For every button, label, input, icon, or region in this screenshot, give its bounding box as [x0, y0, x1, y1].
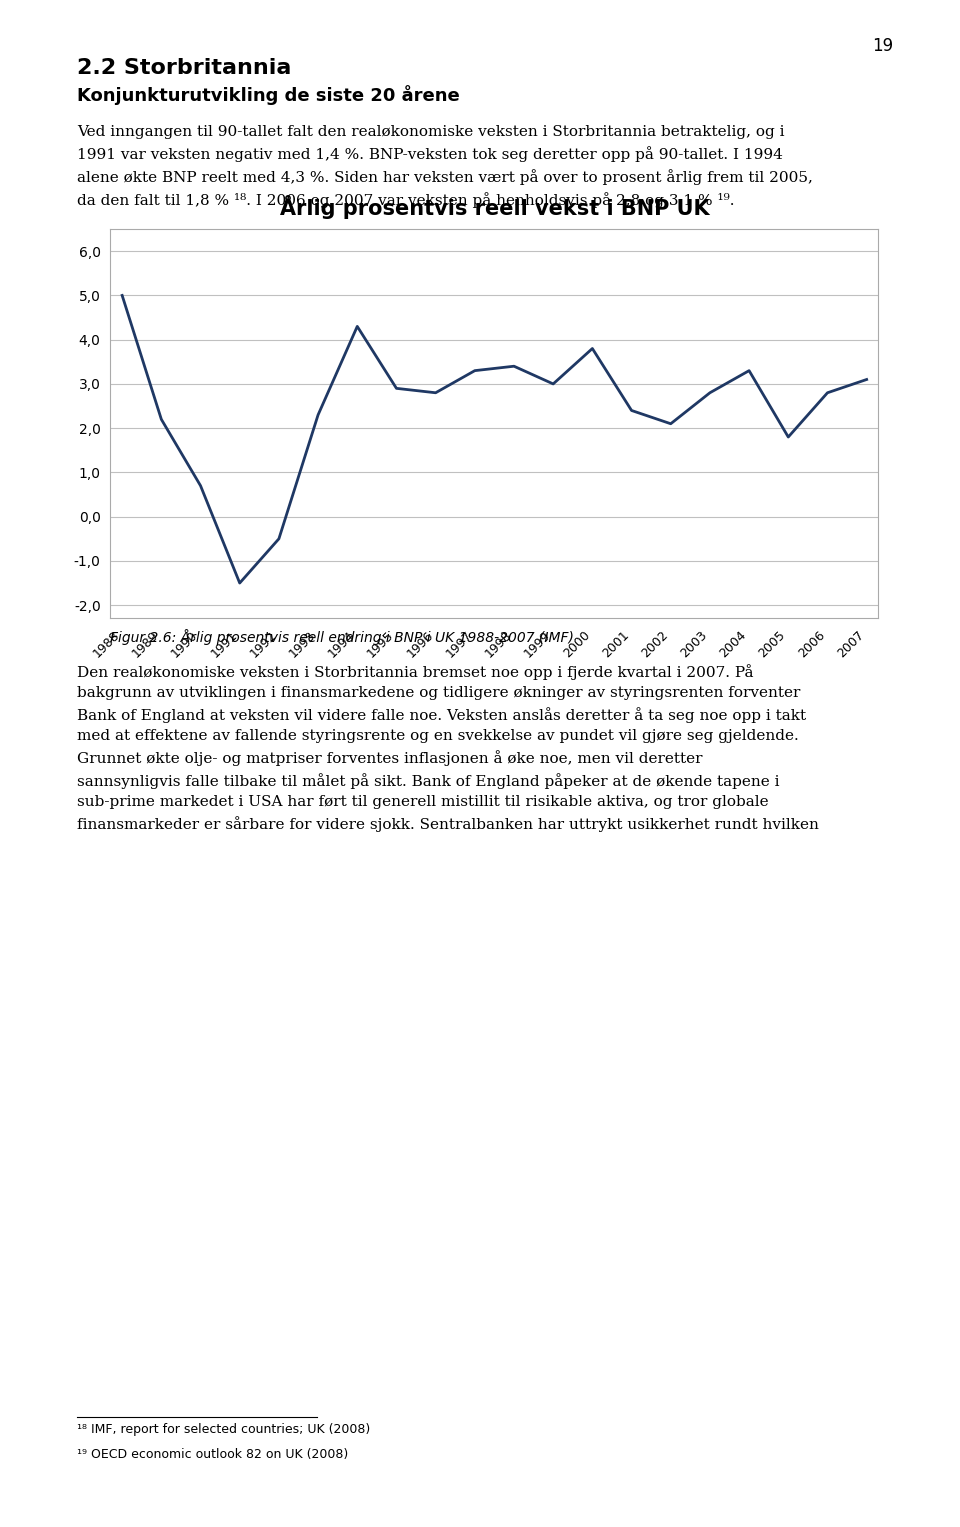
Text: ¹⁸ IMF, report for selected countries; UK (2008): ¹⁸ IMF, report for selected countries; U… — [77, 1423, 370, 1437]
Text: Den realøkonomiske veksten i Storbritannia bremset noe opp i fjerde kvartal i 20: Den realøkonomiske veksten i Storbritann… — [77, 664, 819, 832]
Text: Ved inngangen til 90-tallet falt den realøkonomiske veksten i Storbritannia betr: Ved inngangen til 90-tallet falt den rea… — [77, 125, 813, 208]
Text: ¹⁹ OECD economic outlook 82 on UK (2008): ¹⁹ OECD economic outlook 82 on UK (2008) — [77, 1448, 348, 1461]
Text: 19: 19 — [872, 37, 893, 55]
Text: Figur 2.6: Årlig prosentvis reell endring i BNP i UK 1988-2007 (IMF): Figur 2.6: Årlig prosentvis reell endrin… — [110, 629, 574, 644]
Text: 2.2 Storbritannia: 2.2 Storbritannia — [77, 58, 291, 78]
Text: Konjunkturutvikling de siste 20 årene: Konjunkturutvikling de siste 20 årene — [77, 86, 460, 105]
Title: Årlig prosentvis reell vekst i BNP UK: Årlig prosentvis reell vekst i BNP UK — [279, 195, 709, 220]
